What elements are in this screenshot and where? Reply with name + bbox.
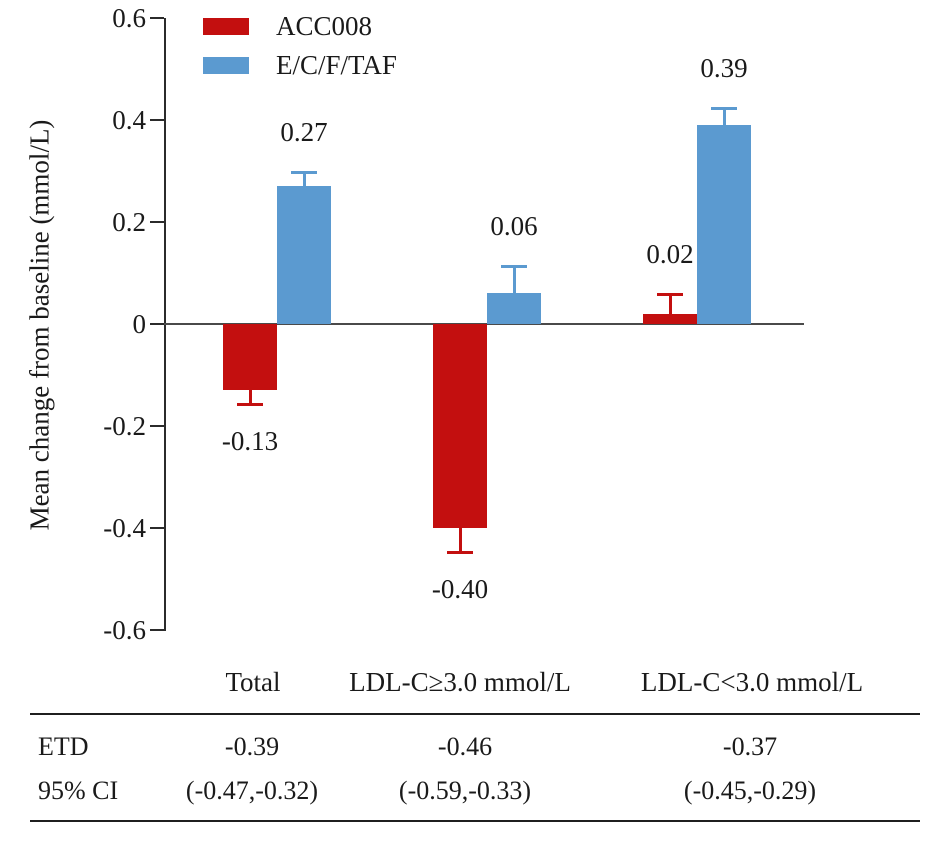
table-top-rule (30, 713, 920, 715)
category-label: Total (225, 667, 281, 697)
y-tick (150, 119, 164, 121)
bar-value-label: 0.02 (646, 239, 694, 270)
error-bar-stem (722, 107, 726, 126)
table-row-header: 95% CI (38, 776, 119, 805)
y-tick (150, 221, 164, 223)
error-bar-cap (711, 107, 737, 111)
bar-value-label: -0.13 (221, 425, 279, 456)
bar-value-label: 0.39 (700, 53, 748, 84)
table-cell: (-0.47,-0.32) (185, 776, 319, 805)
error-bar-cap (501, 265, 527, 269)
legend-swatch-icon (203, 18, 249, 35)
legend: ACC008 E/C/F/TAF (203, 7, 397, 85)
y-axis-title: Mean change from baseline (mmol/L) (24, 119, 55, 531)
y-tick (150, 527, 164, 529)
error-bar-stem (302, 171, 306, 187)
y-tick (150, 323, 164, 325)
bar-value-label: 0.06 (490, 211, 538, 242)
table-cell: -0.39 (224, 732, 280, 761)
bar-e-c-f-taf (277, 186, 331, 324)
error-bar-cap (237, 402, 263, 406)
legend-item: E/C/F/TAF (203, 46, 397, 85)
y-tick-label: -0.4 (103, 513, 146, 543)
error-bar-cap (291, 171, 317, 174)
table-cell: (-0.59,-0.33) (398, 776, 532, 805)
y-tick-label: 0.2 (112, 207, 146, 237)
table-row-header: ETD (38, 732, 89, 761)
bar-e-c-f-taf (697, 125, 751, 324)
error-bar-stem (512, 265, 516, 294)
table-cell: (-0.45,-0.29) (683, 776, 817, 805)
y-tick-label: 0.6 (112, 3, 146, 33)
bar-value-label: 0.27 (280, 117, 328, 147)
error-bar-stem (248, 390, 252, 406)
table-cell: -0.37 (722, 732, 778, 761)
error-bar-stem (668, 293, 672, 314)
bar-acc008 (433, 324, 487, 528)
y-tick-label: 0 (132, 309, 147, 339)
category-label: LDL-C≥3.0 mmol/L (349, 667, 571, 697)
legend-item: ACC008 (203, 7, 397, 46)
y-tick (150, 425, 164, 427)
table-bottom-rule (30, 820, 920, 822)
y-tick (150, 17, 164, 19)
error-bar-cap (447, 550, 473, 554)
y-tick-label: -0.6 (103, 615, 146, 645)
bar-value-label: -0.40 (431, 573, 489, 604)
bar-acc008 (223, 324, 277, 391)
legend-swatch-icon (203, 57, 249, 74)
y-tick-label: -0.2 (103, 411, 146, 441)
legend-label: E/C/F/TAF (276, 50, 397, 80)
y-tick-label: 0.4 (112, 105, 146, 135)
category-label: LDL-C<3.0 mmol/L (640, 667, 864, 697)
bar-e-c-f-taf (487, 293, 541, 324)
legend-label: ACC008 (276, 11, 373, 41)
error-bar-cap (657, 293, 683, 297)
y-tick (150, 629, 164, 631)
error-bar-stem (458, 528, 462, 554)
bar-acc008 (643, 313, 697, 324)
table-cell: -0.46 (437, 732, 493, 761)
